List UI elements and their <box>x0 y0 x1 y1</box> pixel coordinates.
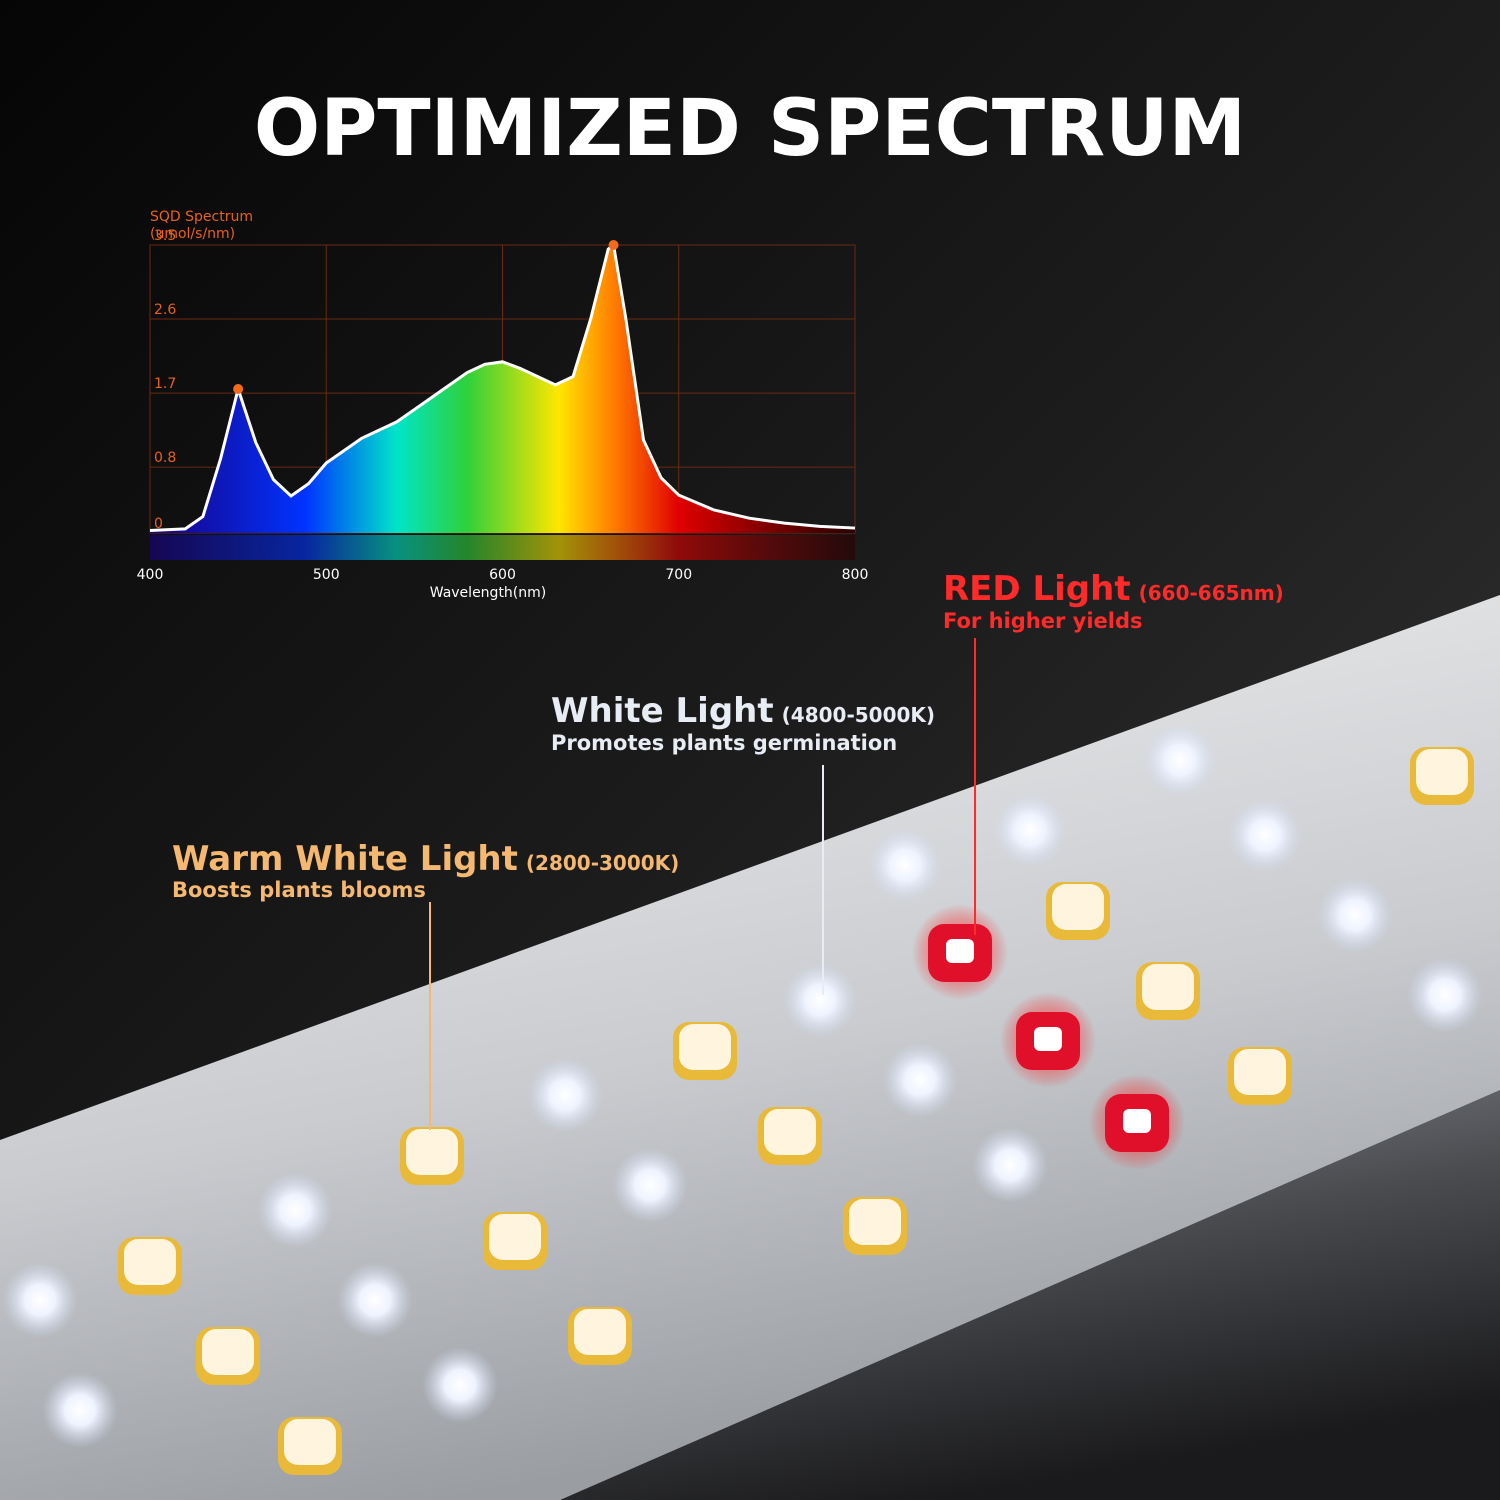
callout-note: Boosts plants blooms <box>172 878 426 902</box>
callouts: RED Light (660-665nm) For higher yields Whi… <box>172 569 1284 1130</box>
red-led-core <box>946 939 974 963</box>
warm-led-core <box>1142 964 1194 1010</box>
white-led <box>527 1057 603 1133</box>
red-led-core <box>1123 1109 1151 1133</box>
warm-led-core <box>679 1024 731 1070</box>
white-led <box>867 827 943 903</box>
warm-led-core <box>1234 1049 1286 1095</box>
warm-led-core <box>574 1309 626 1355</box>
callout-heading: White Light (4800-5000K) <box>551 691 935 731</box>
white-led <box>1142 722 1218 798</box>
warm-led-core <box>849 1199 901 1245</box>
x-axis-label: Wavelength(nm) <box>430 585 546 601</box>
warm-led-core <box>1416 749 1468 795</box>
warm-led-core <box>202 1329 254 1375</box>
y-tick-label: 0.8 <box>154 450 176 466</box>
lamp-side <box>560 1090 1500 1500</box>
warm-led-core <box>124 1239 176 1285</box>
chart-title: SQD Spectrum <box>150 209 253 225</box>
x-tick-label: 400 <box>137 567 164 583</box>
x-tick-label: 700 <box>665 567 692 583</box>
spectrum-strip <box>150 535 855 560</box>
x-tick-label: 800 <box>842 567 869 583</box>
white-led <box>882 1042 958 1118</box>
callout-note: Promotes plants germination <box>551 731 897 755</box>
warm-led-core <box>764 1109 816 1155</box>
white-led <box>2 1262 78 1338</box>
callout-heading: Warm White Light (2800-3000K) <box>172 839 679 879</box>
white-led <box>972 1127 1048 1203</box>
white-led <box>1227 797 1303 873</box>
warm-led-core <box>489 1214 541 1260</box>
callout-range: (2800-3000K) <box>526 851 679 875</box>
callout-heading: RED Light (660-665nm) <box>943 569 1284 609</box>
line <box>149 242 856 533</box>
y-tick-label: 3.5 <box>154 228 176 244</box>
callout-range: (4800-5000K) <box>782 703 935 727</box>
callout-note: For higher yields <box>943 609 1143 633</box>
warm-led-core <box>406 1129 458 1175</box>
y-tick-label: 1.7 <box>154 376 176 392</box>
callout-title: RED Light <box>943 569 1131 609</box>
white-led <box>42 1372 118 1448</box>
white-led <box>422 1347 498 1423</box>
red-led-core <box>1034 1027 1062 1051</box>
callout-title: White Light <box>551 691 774 731</box>
warm-led-core <box>1052 884 1104 930</box>
chart: SQD Spectrum (umol/s/nm) Wavelength(nm) … <box>137 209 869 601</box>
warm-led-core <box>284 1419 336 1465</box>
area <box>150 245 855 533</box>
white-led <box>257 1172 333 1248</box>
page-title: OPTIMIZED SPECTRUM <box>254 84 1246 174</box>
y-axis-label: (umol/s/nm) <box>150 226 235 242</box>
peak-marker <box>233 384 244 394</box>
callout-title: Warm White Light <box>172 839 518 879</box>
white-led <box>992 792 1068 868</box>
white-led <box>1407 957 1483 1033</box>
leds <box>2 722 1483 1475</box>
peak-marker <box>608 240 619 250</box>
x-tick-label: 500 <box>313 567 340 583</box>
white-led <box>612 1147 688 1223</box>
white-led <box>337 1262 413 1338</box>
white-led <box>1317 877 1393 953</box>
y-tick-label: 0 <box>154 516 163 532</box>
callout-range: (660-665nm) <box>1139 581 1284 605</box>
x-tick-label: 600 <box>489 567 516 583</box>
y-tick-label: 2.6 <box>154 302 176 318</box>
white-led <box>782 962 858 1038</box>
